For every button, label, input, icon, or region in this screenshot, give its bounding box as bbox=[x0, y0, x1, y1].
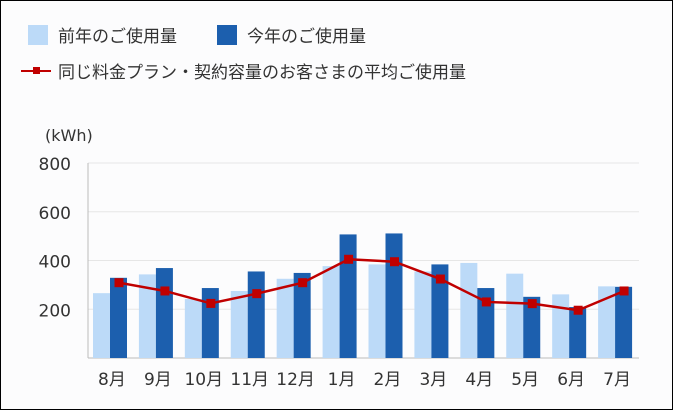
bar-prev-year bbox=[506, 273, 524, 358]
legend-label-this-year: 今年のご使用量 bbox=[247, 26, 366, 47]
bar-this-year bbox=[247, 271, 265, 358]
bar-this-year bbox=[293, 272, 311, 358]
average-line bbox=[118, 258, 625, 312]
bar-this-year bbox=[523, 296, 541, 358]
x-tick-label: 9月 bbox=[144, 370, 172, 390]
x-tick-label: 6月 bbox=[557, 370, 585, 390]
bar-prev-year bbox=[230, 290, 248, 358]
y-tick-label: 400 bbox=[39, 253, 71, 273]
legend-label-prev-year: 前年のご使用量 bbox=[58, 26, 177, 47]
bar-prev-year bbox=[93, 293, 110, 358]
bar-prev-year bbox=[460, 262, 478, 358]
bar-this-year bbox=[615, 286, 633, 358]
average-point bbox=[252, 289, 262, 299]
x-tick-label: 5月 bbox=[511, 370, 539, 390]
unit-label: (kWh) bbox=[45, 126, 93, 145]
bar-this-year bbox=[339, 234, 357, 358]
y-tick-label: 200 bbox=[39, 301, 71, 321]
bar-this-year bbox=[385, 233, 403, 358]
average-point bbox=[298, 278, 308, 288]
x-tick-label: 2月 bbox=[374, 370, 402, 390]
x-tick-label: 7月 bbox=[603, 370, 631, 390]
legend: 前年のご使用量 今年のご使用量 同じ料金プラン・契約容量のお客さまの平均ご使用量 bbox=[21, 25, 466, 83]
average-point bbox=[160, 286, 170, 296]
bar-this-year bbox=[569, 307, 587, 358]
bar-prev-year bbox=[552, 294, 570, 358]
x-tick-label: 10月 bbox=[184, 370, 223, 390]
average-point bbox=[114, 278, 124, 288]
average-point bbox=[206, 298, 216, 308]
bar-prev-year bbox=[184, 299, 202, 358]
average-point bbox=[344, 254, 354, 264]
bar-prev-year bbox=[598, 286, 616, 358]
bar-this-year bbox=[155, 268, 173, 358]
x-tick-label: 3月 bbox=[419, 370, 447, 390]
average-point bbox=[573, 305, 583, 315]
average-point bbox=[527, 299, 537, 309]
bar-this-year bbox=[431, 264, 449, 358]
x-tick-label: 12月 bbox=[276, 370, 315, 390]
bar-prev-year bbox=[368, 264, 386, 358]
average-point bbox=[619, 286, 629, 296]
bar-prev-year bbox=[414, 271, 432, 358]
x-tick-label: 1月 bbox=[328, 370, 356, 390]
bar-prev-year bbox=[322, 266, 340, 358]
legend-marker-average bbox=[33, 67, 40, 74]
x-tick-label: 11月 bbox=[230, 370, 269, 390]
legend-swatch-prev-year bbox=[28, 25, 48, 45]
average-point bbox=[435, 274, 445, 284]
legend-swatch-this-year bbox=[217, 25, 237, 45]
y-tick-label: 600 bbox=[39, 204, 71, 224]
x-tick-label: 8月 bbox=[98, 370, 126, 390]
y-tick-label: 800 bbox=[39, 155, 71, 175]
average-point bbox=[390, 257, 399, 267]
bar-this-year bbox=[110, 277, 127, 358]
x-tick-label: 4月 bbox=[465, 370, 493, 390]
bar-prev-year bbox=[138, 274, 156, 358]
average-point bbox=[481, 297, 491, 307]
legend-label-average: 同じ料金プラン・契約容量のお客さまの平均ご使用量 bbox=[58, 62, 466, 83]
bar-prev-year bbox=[276, 278, 294, 358]
bar-this-year bbox=[201, 288, 219, 358]
